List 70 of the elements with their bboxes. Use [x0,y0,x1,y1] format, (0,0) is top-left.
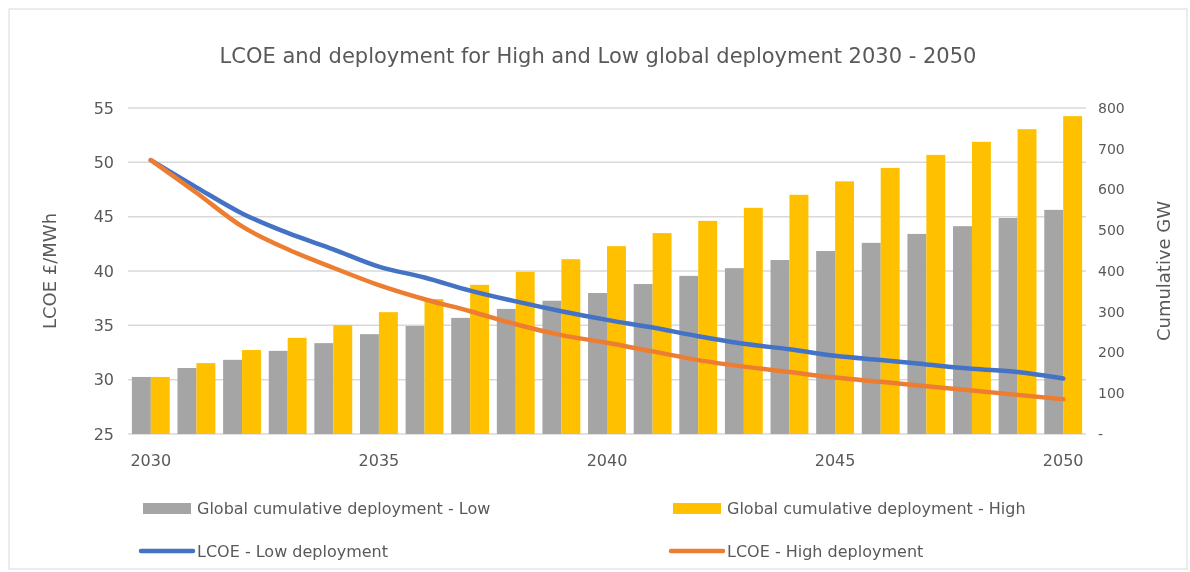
bar [242,350,261,434]
bar [1017,129,1037,434]
y-tick-label: 55 [93,98,114,118]
bar [633,284,653,434]
bar [496,308,516,434]
y2-tick-label: 500 [1098,222,1125,239]
bar [770,260,790,434]
bar [880,167,900,434]
bar [542,300,562,434]
bar [971,141,991,434]
bar [150,376,170,434]
legend-label: LCOE - High deployment [727,541,924,561]
y2-tick-label: 100 [1098,385,1125,402]
bar [789,194,809,434]
bar [743,207,763,434]
bar [451,317,471,434]
bar [196,363,216,434]
y2-tick-label: 800 [1098,99,1125,116]
bar [679,275,699,434]
bar [907,233,927,434]
y-tick-label: 45 [93,207,114,227]
y-tick-label: 40 [93,261,114,281]
bar [998,218,1018,434]
bar [698,220,718,434]
bar [314,343,334,434]
y2-tick-label: - [1098,425,1104,442]
bar [268,350,288,434]
bar [359,334,379,434]
bar [424,299,444,434]
bar [1044,209,1064,434]
y-tick-label: 30 [93,370,114,390]
bar [835,181,855,434]
bar [816,251,836,434]
y2-tick-label: 700 [1098,140,1125,157]
bar [953,226,972,434]
legend-label: LCOE - Low deployment [197,541,389,561]
bar [405,326,425,434]
bar [223,359,243,434]
legend-label: Global cumulative deployment - Low [197,498,491,518]
y2-tick-label: 200 [1098,344,1125,361]
y-tick-label: 35 [93,315,114,335]
y2-tick-label: 400 [1098,262,1125,279]
bar [470,284,490,434]
y2-tick-label: 600 [1098,181,1125,198]
bar [333,325,353,434]
bar [607,246,626,434]
bar [1063,116,1083,434]
bar [652,233,672,434]
bar [561,259,581,434]
legend-label: Global cumulative deployment - High [727,498,1026,518]
bar [926,154,946,434]
bar [131,376,151,434]
bar [287,337,307,434]
x-tick-label: 2030 [130,451,172,470]
x-tick-label: 2050 [1042,451,1084,470]
bar [515,271,535,434]
bar [588,293,607,434]
x-tick-label: 2040 [586,451,628,470]
x-tick-label: 2045 [814,451,856,470]
y2-axis-title: Cumulative GW [1153,200,1174,342]
x-tick-label: 2035 [358,451,400,470]
y2-tick-label: 300 [1098,303,1125,320]
y-tick-label: 50 [93,152,114,172]
bar [177,367,197,434]
y-axis-title: LCOE £/MWh [39,212,60,330]
bar [861,242,881,434]
chart-title: LCOE and deployment for High and Low global deployment 2030 - 2050 [219,44,977,68]
bar [378,312,398,434]
bar [724,268,744,434]
y-tick-label: 25 [93,424,114,444]
